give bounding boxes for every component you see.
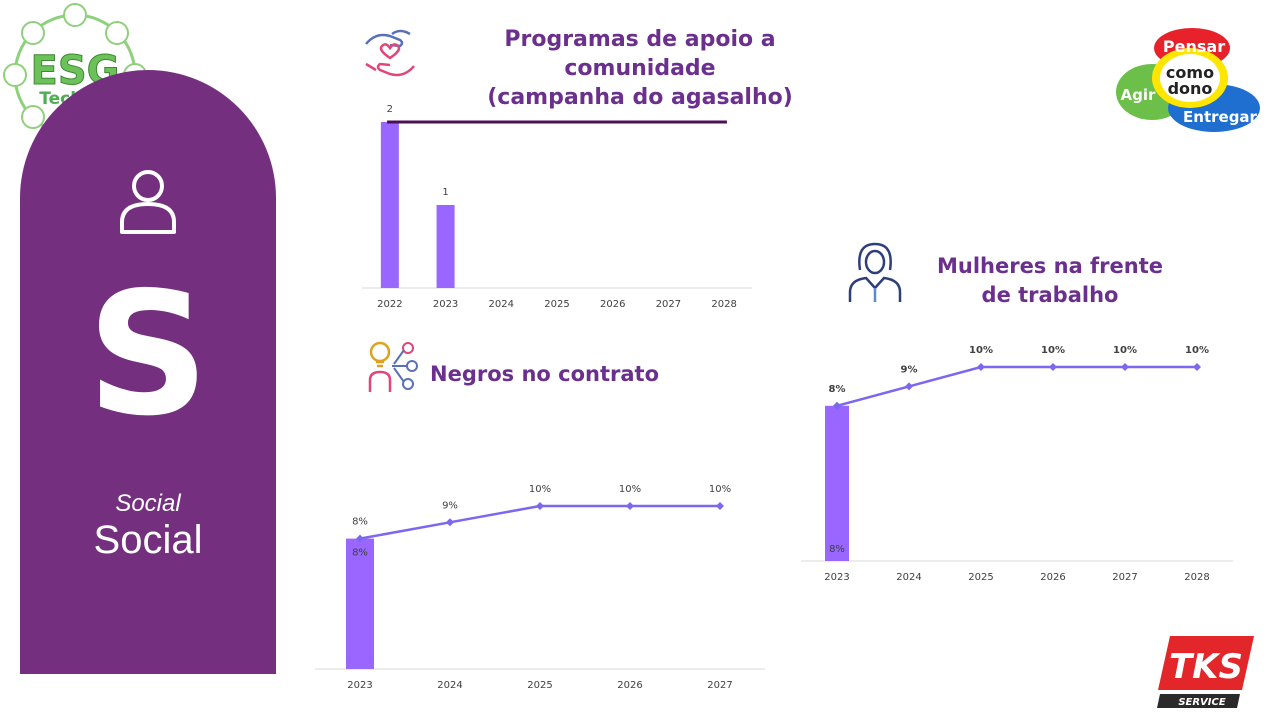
leaf-icon bbox=[63, 3, 87, 27]
chart-mulheres: 2023 2024 2025 2026 2027 2028 8% 9% 10% 10% 10% 10%… bbox=[801, 345, 1233, 583]
people-icon bbox=[21, 21, 45, 45]
bar bbox=[436, 205, 455, 288]
chart-negros: 2023 2024 2025 2026 2027 8% 8% 9% 10% 10% 10% bbox=[315, 484, 765, 691]
chart-title-negros: Negros no contrato bbox=[430, 362, 659, 386]
line-point bbox=[1121, 363, 1129, 371]
esg-teckma-logo: ESG Teckma bbox=[3, 3, 147, 145]
x-tick-label: 2023 bbox=[347, 680, 372, 691]
pcd-dono-text: dono bbox=[1168, 79, 1213, 98]
pillar-letter: S bbox=[86, 256, 210, 454]
pillar-label: Social bbox=[93, 518, 203, 562]
businesswoman-icon bbox=[848, 242, 902, 302]
line-point bbox=[626, 502, 634, 510]
line-data-label: 9% bbox=[901, 364, 918, 375]
bar bbox=[380, 122, 399, 288]
pcd-agir-text: Agir bbox=[1121, 86, 1156, 104]
x-tick-label: 2024 bbox=[489, 299, 514, 310]
line-data-label: 8% bbox=[352, 517, 368, 528]
bar-data-label: 1 bbox=[442, 187, 448, 198]
line-point bbox=[536, 502, 544, 510]
chart-title-mulheres: Mulheres na frente de trabalho bbox=[930, 252, 1170, 310]
person-icon bbox=[120, 170, 176, 234]
x-tick-label: 2026 bbox=[617, 680, 642, 691]
tks-service-logo: TKS SERVICE bbox=[1157, 636, 1254, 708]
building-icon bbox=[3, 63, 27, 87]
line-data-label: 10% bbox=[619, 484, 641, 495]
x-tick-label: 2023 bbox=[433, 299, 458, 310]
series-line bbox=[836, 365, 1197, 408]
line-data-label: 10% bbox=[969, 345, 993, 356]
pcd-como-text: como bbox=[1166, 63, 1214, 82]
tks-service-text: SERVICE bbox=[1178, 697, 1226, 708]
line-data-label: 10% bbox=[709, 484, 731, 495]
line-point bbox=[1049, 363, 1057, 371]
pcd-pensar-text: Pensar bbox=[1163, 37, 1225, 56]
x-tick-label: 2028 bbox=[711, 299, 736, 310]
chart-title-line1: Mulheres na frente bbox=[936, 254, 1164, 278]
helping-hands-icon bbox=[365, 29, 415, 77]
x-tick-label: 2027 bbox=[656, 299, 681, 310]
line-point bbox=[905, 382, 913, 391]
x-tick-label: 2022 bbox=[377, 299, 402, 310]
line-point bbox=[716, 502, 724, 510]
series-line bbox=[359, 504, 720, 540]
x-tick-label: 2023 bbox=[824, 572, 849, 583]
line-point bbox=[356, 534, 364, 543]
x-tick-label: 2024 bbox=[437, 680, 462, 691]
line-data-label: 9% bbox=[442, 500, 458, 511]
x-tick-label: 2028 bbox=[1184, 572, 1209, 583]
x-tick-label: 2027 bbox=[707, 680, 732, 691]
line-point bbox=[833, 401, 841, 410]
line-data-label: 10% bbox=[1113, 345, 1137, 356]
bar bbox=[825, 405, 849, 561]
x-tick-label: 2025 bbox=[968, 572, 993, 583]
line-point bbox=[446, 518, 454, 527]
chart-title-programas: Programas de apoio a comunidade (campanh… bbox=[430, 25, 850, 112]
chart-title-line2: de trabalho bbox=[981, 283, 1119, 307]
bar-data-label: 2 bbox=[387, 104, 393, 115]
esg-logo-text: ESG bbox=[31, 48, 120, 94]
bar-base-label: 8% bbox=[829, 544, 845, 555]
line-data-label: 10% bbox=[1041, 345, 1065, 356]
tks-logo-text: TKS bbox=[1169, 647, 1243, 687]
bar-data-label: 8% bbox=[352, 548, 368, 559]
x-tick-label: 2025 bbox=[527, 680, 552, 691]
line-data-label: 8% bbox=[829, 384, 846, 395]
factory-icon bbox=[105, 21, 129, 45]
line-data-label: 10% bbox=[529, 484, 551, 495]
x-tick-label: 2024 bbox=[896, 572, 921, 583]
x-tick-label: 2026 bbox=[1040, 572, 1065, 583]
pcd-entregar-text: Entregar bbox=[1183, 108, 1258, 126]
chart-title-line1: Programas de apoio a comunidade bbox=[504, 27, 776, 81]
line-point bbox=[1193, 363, 1201, 371]
line-data-label: 10% bbox=[1185, 345, 1209, 356]
x-tick-label: 2027 bbox=[1112, 572, 1137, 583]
x-tick-label: 2026 bbox=[600, 299, 625, 310]
bulb-icon bbox=[21, 105, 45, 129]
pensar-como-dono-logo: Pensar como dono Agir Entregar bbox=[1116, 28, 1260, 132]
x-tick-label: 2025 bbox=[544, 299, 569, 310]
chart-title-line2: (campanha do agasalho) bbox=[487, 85, 793, 110]
idea-person-icon bbox=[368, 341, 418, 392]
pillar-italic-label: Social bbox=[115, 490, 181, 517]
chart-programas: 2022 2023 2024 2025 2026 2027 2028 2 1 bbox=[362, 104, 752, 310]
line-point bbox=[977, 363, 985, 371]
bar bbox=[346, 538, 374, 669]
